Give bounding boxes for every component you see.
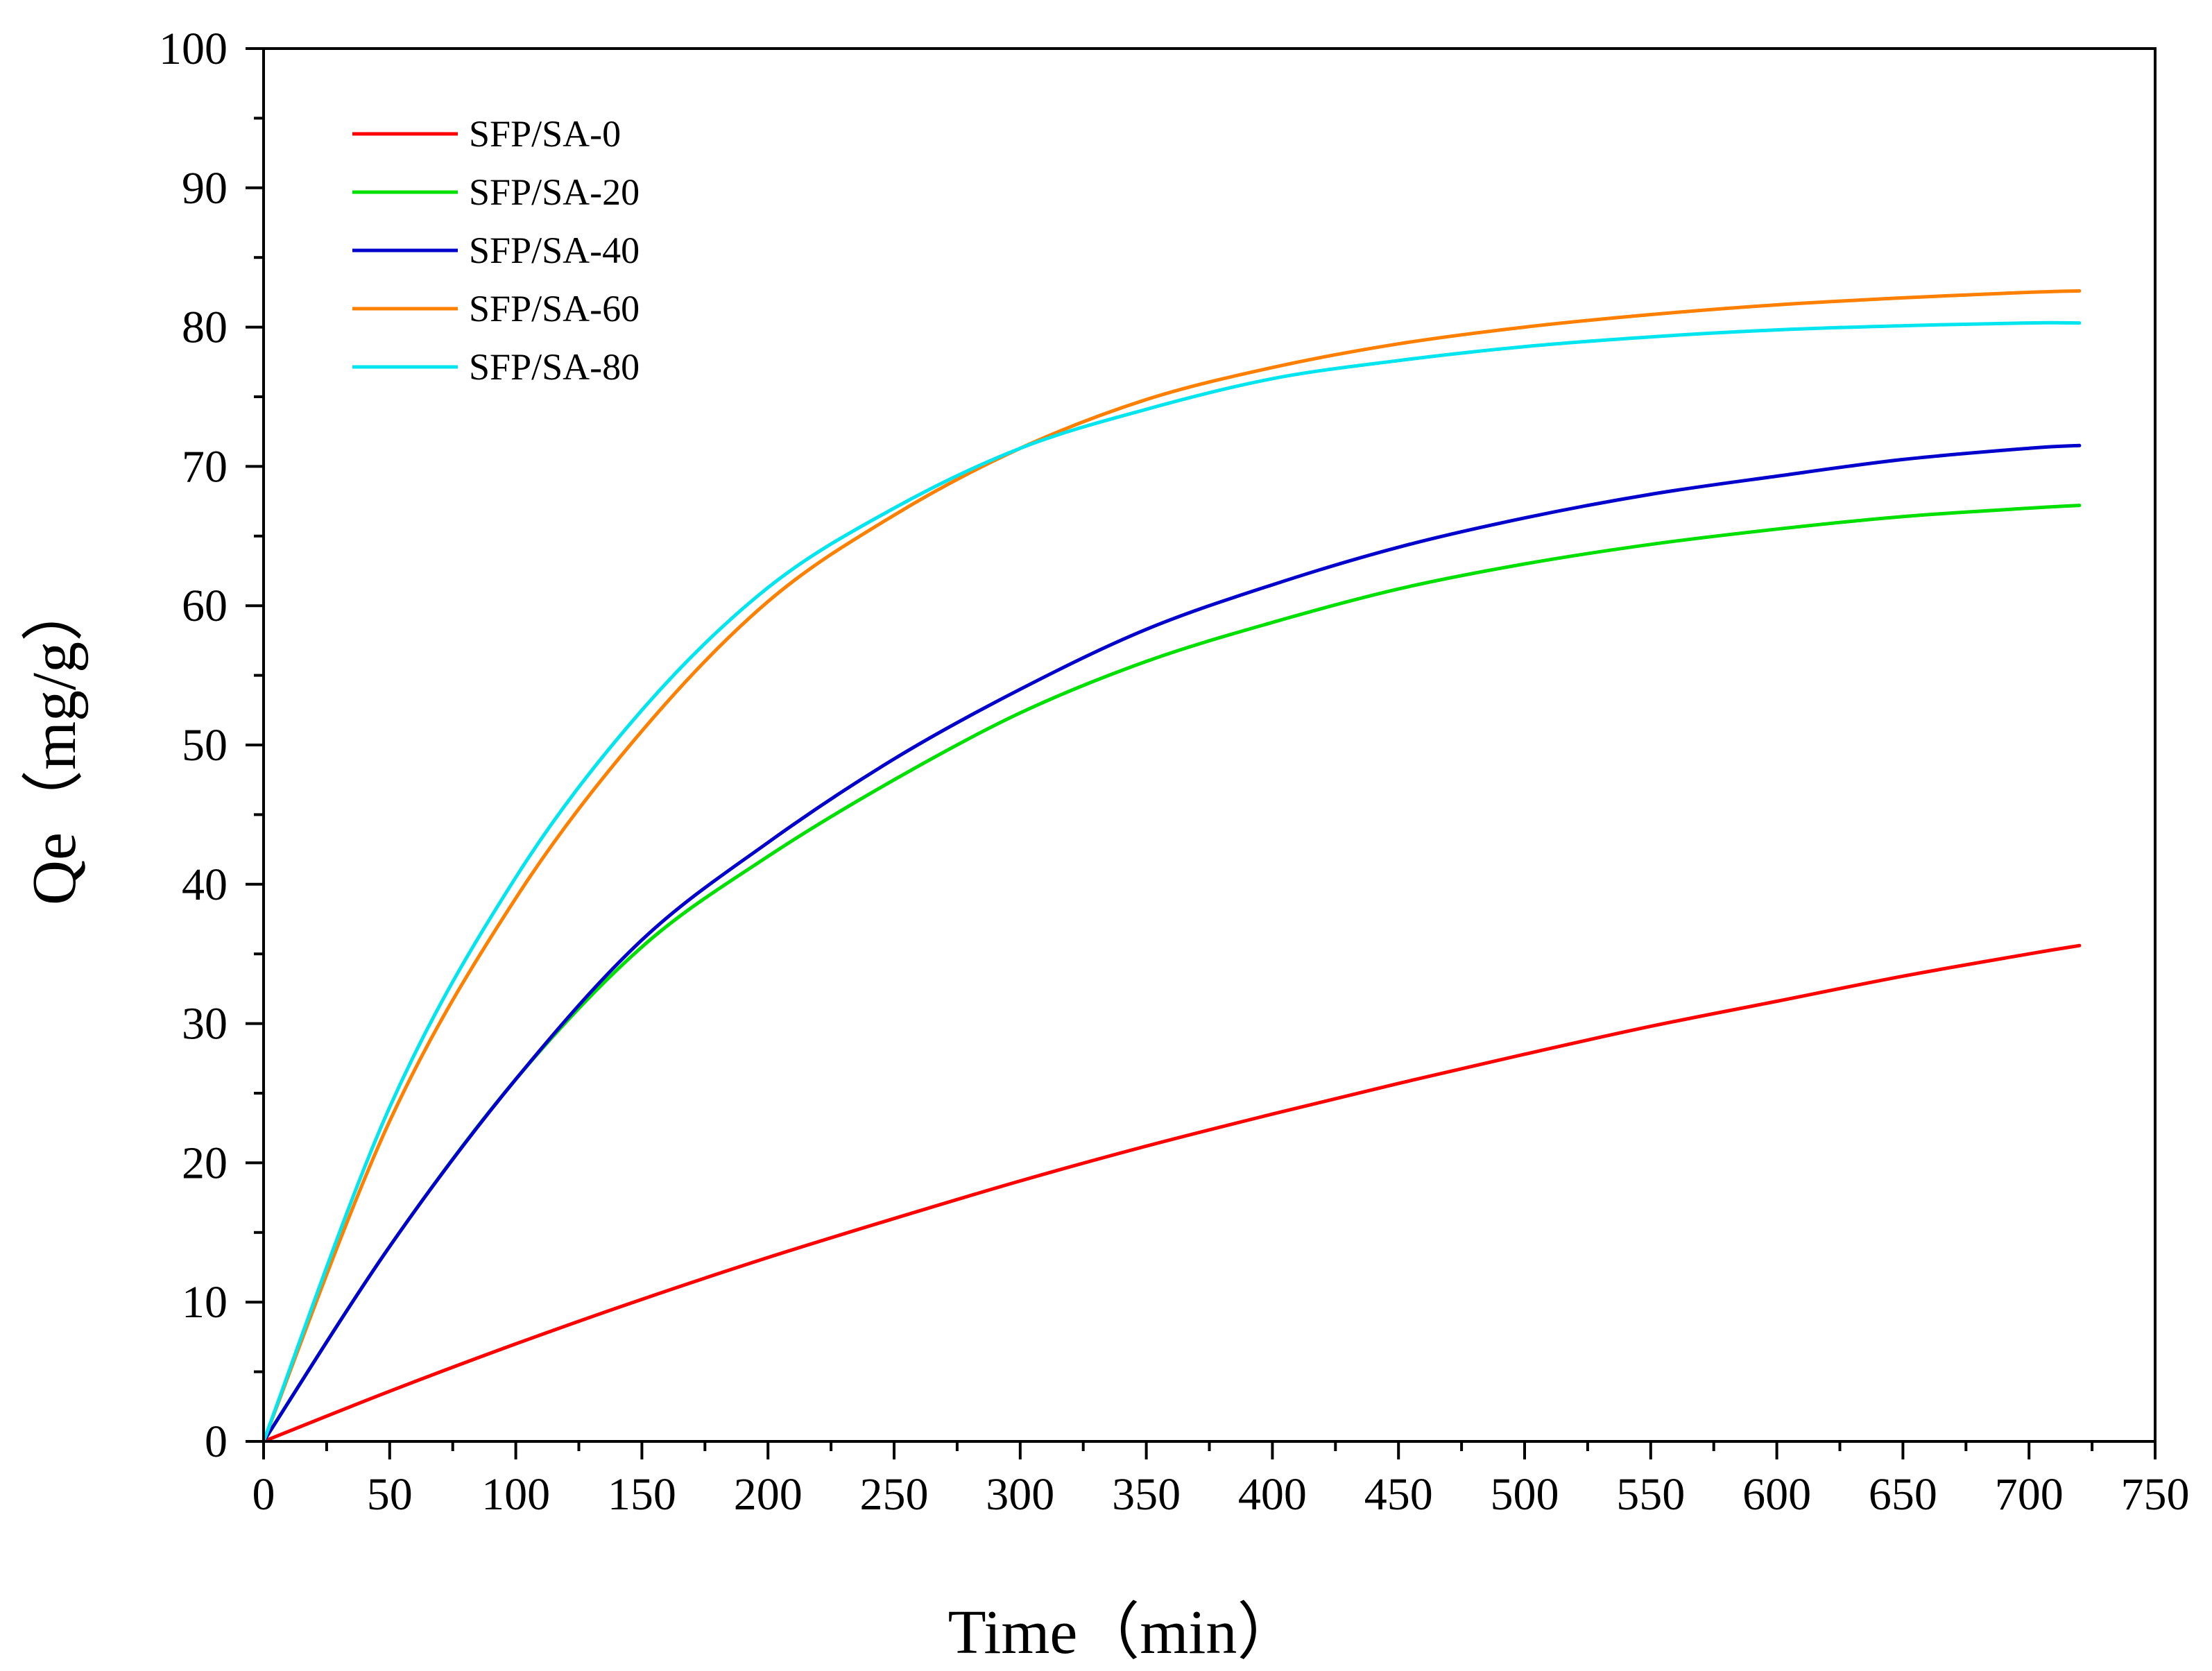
x-tick-label: 250 xyxy=(860,1469,929,1520)
x-tick-label: 500 xyxy=(1491,1469,1559,1520)
x-tick-label: 200 xyxy=(734,1469,803,1520)
y-tick-label: 10 xyxy=(182,1277,228,1328)
y-tick-label: 60 xyxy=(182,581,228,631)
x-tick-label: 150 xyxy=(608,1469,676,1520)
y-tick-label: 70 xyxy=(182,441,228,492)
legend-label-sfp-sa-60: SFP/SA-60 xyxy=(469,288,640,329)
x-tick-label: 600 xyxy=(1742,1469,1811,1520)
x-tick-label: 350 xyxy=(1112,1469,1181,1520)
x-tick-label: 650 xyxy=(1869,1469,1937,1520)
x-axis-title: Time（min） xyxy=(948,1598,1300,1667)
series-line-sfp-sa-0 xyxy=(262,943,2082,1443)
y-tick-label: 100 xyxy=(159,24,228,74)
x-tick-label: 750 xyxy=(2121,1469,2190,1520)
series-line-sfp-sa-60 xyxy=(262,289,2082,1443)
y-tick-label: 40 xyxy=(182,859,228,910)
legend-label-sfp-sa-20: SFP/SA-20 xyxy=(469,171,640,213)
x-tick-label: 0 xyxy=(252,1469,275,1520)
x-tick-label: 300 xyxy=(986,1469,1054,1520)
legend-label-sfp-sa-0: SFP/SA-0 xyxy=(469,113,621,155)
y-tick-label: 30 xyxy=(182,999,228,1049)
y-tick-label: 20 xyxy=(182,1138,228,1188)
legend-label-sfp-sa-80: SFP/SA-80 xyxy=(469,346,640,388)
y-axis-title: Qe（mg/g） xyxy=(20,579,89,905)
series-layer xyxy=(262,289,2082,1443)
ticks-layer: 0 50 100 150 200 250 300 350 400 450 500 550 600 650 7… xyxy=(159,24,2190,1520)
series-line-sfp-sa-80 xyxy=(262,320,2082,1443)
y-tick-label: 80 xyxy=(182,302,228,353)
y-tick-label: 0 xyxy=(205,1416,228,1467)
x-tick-label: 550 xyxy=(1616,1469,1685,1520)
y-tick-label: 90 xyxy=(182,163,228,214)
legend: SFP/SA-0 SFP/SA-20 SFP/SA-40 SFP/SA-60 SFP/S… xyxy=(352,113,640,388)
y-tick-label: 50 xyxy=(182,720,228,771)
x-tick-label: 450 xyxy=(1364,1469,1433,1520)
x-tick-label: 50 xyxy=(367,1469,413,1520)
x-tick-label: 100 xyxy=(481,1469,550,1520)
series-line-sfp-sa-40 xyxy=(262,443,2082,1443)
legend-label-sfp-sa-40: SFP/SA-40 xyxy=(469,230,640,271)
x-tick-label: 700 xyxy=(1995,1469,2064,1520)
x-tick-label: 400 xyxy=(1238,1469,1307,1520)
